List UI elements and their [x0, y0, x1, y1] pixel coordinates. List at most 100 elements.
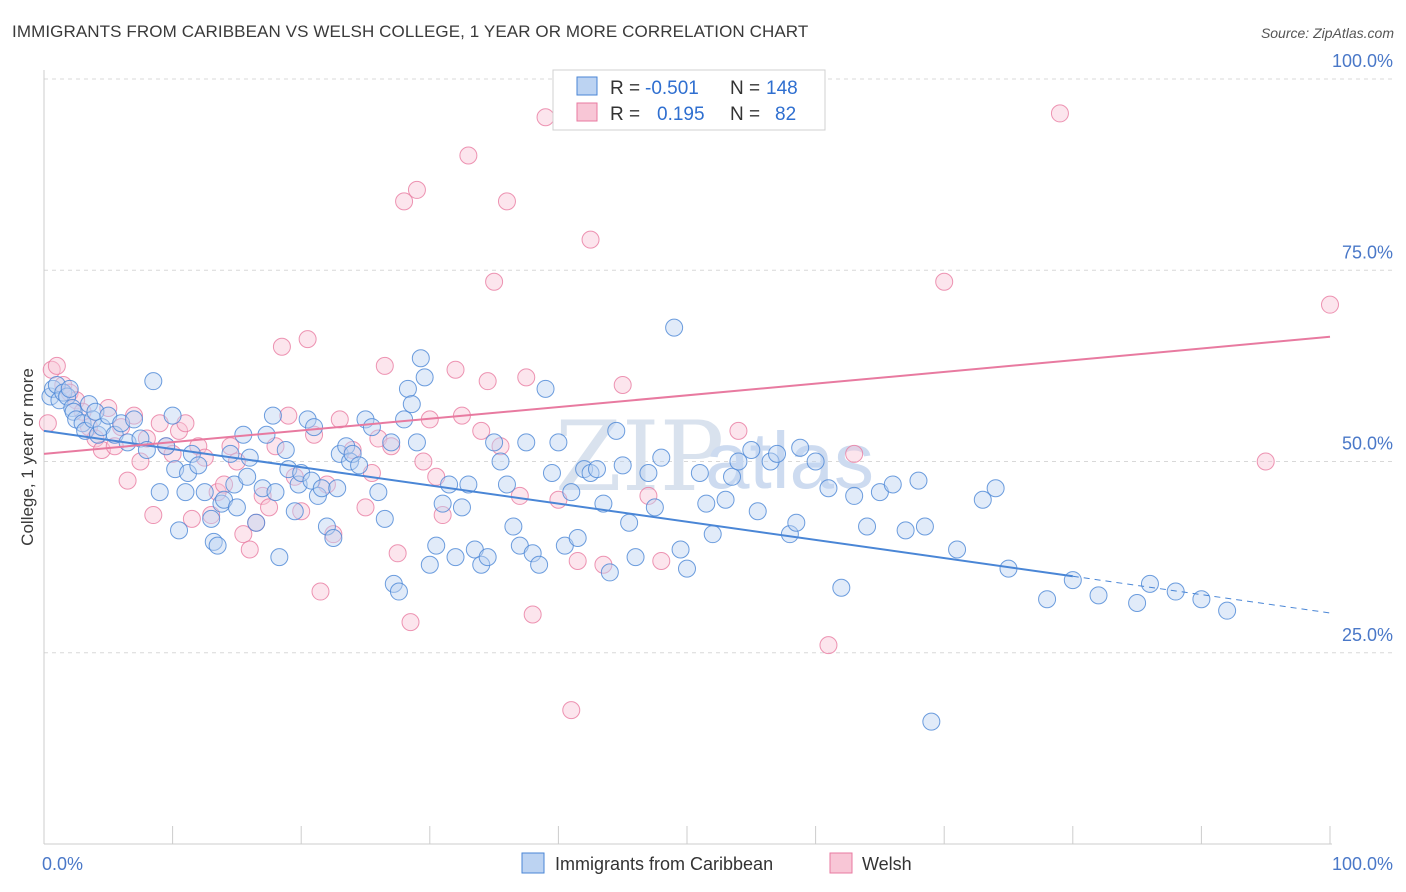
- caribbean-point: [433, 494, 452, 513]
- series-caribbean: [41, 318, 1237, 731]
- caribbean-point: [240, 448, 259, 467]
- welsh-point: [395, 192, 414, 211]
- caribbean-point: [369, 483, 388, 502]
- welsh-point: [38, 414, 57, 433]
- caribbean-point: [176, 483, 195, 502]
- welsh-point: [279, 406, 298, 425]
- caribbean-point: [375, 509, 394, 528]
- caribbean-point: [600, 563, 619, 582]
- welsh-point: [497, 192, 516, 211]
- caribbean-point: [748, 502, 767, 521]
- caribbean-point: [915, 517, 934, 536]
- welsh-point: [375, 356, 394, 375]
- caribbean-point: [948, 540, 967, 559]
- gridlines: [44, 78, 1394, 654]
- caribbean-point: [742, 441, 761, 460]
- caribbean-point: [697, 494, 716, 513]
- caribbean-point: [131, 429, 150, 448]
- y-tick-label: 75.0%: [1342, 242, 1393, 262]
- welsh-point: [845, 444, 864, 463]
- welsh-point: [382, 437, 401, 456]
- legend: Immigrants from Caribbean Welsh: [521, 852, 912, 874]
- caribbean-point: [806, 452, 825, 471]
- caribbean-point: [896, 521, 915, 540]
- caribbean-point: [639, 463, 658, 482]
- trend-line-welsh: [43, 335, 1331, 455]
- caribbean-point: [665, 318, 684, 337]
- source-credit: Source: ZipAtlas.com: [1260, 25, 1394, 41]
- caribbean-point: [530, 555, 549, 574]
- trend-lines: [43, 335, 1331, 614]
- caribbean-point: [446, 548, 465, 567]
- caribbean-point: [678, 559, 696, 578]
- caribbean-point: [227, 498, 246, 517]
- caribbean-point: [208, 536, 227, 555]
- caribbean-point: [427, 536, 446, 555]
- stats-r-label-2: R =: [610, 104, 640, 125]
- caribbean-point: [832, 578, 851, 597]
- stats-swatch-pink: [576, 102, 598, 122]
- caribbean-point: [170, 521, 189, 540]
- welsh-point: [414, 452, 433, 471]
- caribbean-point: [626, 548, 645, 567]
- welsh-point: [613, 376, 632, 394]
- welsh-point: [298, 330, 317, 349]
- welsh-point: [215, 475, 234, 494]
- caribbean-point: [568, 529, 587, 547]
- caribbean-point: [324, 529, 343, 547]
- caribbean-point: [328, 479, 347, 498]
- caribbean-point: [478, 548, 497, 567]
- welsh-point: [330, 410, 349, 429]
- caribbean-point: [125, 410, 144, 429]
- caribbean-point: [485, 433, 504, 452]
- welsh-point: [208, 483, 227, 502]
- welsh-point: [170, 421, 189, 440]
- caribbean-point: [163, 406, 182, 425]
- caribbean-point: [420, 555, 439, 574]
- welsh-point: [562, 701, 581, 720]
- welsh-point: [819, 636, 838, 655]
- caribbean-point: [922, 712, 941, 731]
- caribbean-point: [195, 483, 214, 502]
- caribbean-point: [652, 448, 671, 467]
- welsh-point: [517, 368, 536, 387]
- caribbean-point: [497, 475, 516, 494]
- welsh-point: [388, 544, 407, 563]
- caribbean-point: [523, 544, 542, 563]
- welsh-point: [240, 540, 259, 559]
- caribbean-point: [787, 513, 806, 532]
- caribbean-point: [909, 471, 928, 490]
- welsh-point: [182, 509, 201, 528]
- caribbean-point: [440, 475, 459, 494]
- y-tick-label: 50.0%: [1342, 434, 1393, 454]
- welsh-point: [118, 471, 137, 490]
- caribbean-point: [317, 517, 336, 536]
- welsh-point: [523, 605, 542, 624]
- stats-r-value-2: 0.195: [657, 104, 705, 125]
- caribbean-point: [883, 475, 902, 494]
- caribbean-point: [716, 490, 735, 509]
- caribbean-point: [690, 463, 709, 482]
- welsh-point: [485, 272, 504, 291]
- caribbean-point: [402, 395, 421, 414]
- caribbean-point: [491, 452, 510, 471]
- caribbean-point: [729, 452, 748, 471]
- caribbean-point: [613, 456, 632, 475]
- welsh-point: [272, 337, 291, 356]
- x-tick-label-min: 0.0%: [42, 854, 83, 874]
- caribbean-point: [189, 456, 208, 475]
- welsh-point: [478, 372, 497, 391]
- caribbean-point: [362, 418, 381, 437]
- stats-swatch-blue: [576, 76, 598, 96]
- caribbean-point: [1038, 590, 1057, 609]
- caribbean-point: [285, 502, 304, 521]
- caribbean-point: [587, 460, 606, 479]
- caribbean-point: [263, 406, 282, 425]
- caribbean-point: [305, 418, 324, 437]
- chart-title: IMMIGRANTS FROM CARIBBEAN VS WELSH COLLE…: [12, 22, 809, 41]
- caribbean-point: [150, 483, 169, 502]
- stats-n-label-1: N =: [730, 78, 760, 99]
- caribbean-point: [723, 467, 742, 486]
- caribbean-point: [298, 410, 317, 429]
- caribbean-point: [266, 483, 285, 502]
